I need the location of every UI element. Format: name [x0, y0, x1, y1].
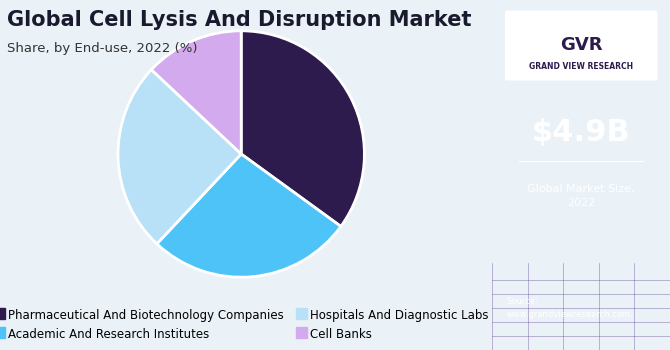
Wedge shape: [118, 70, 241, 244]
Wedge shape: [241, 31, 364, 226]
Wedge shape: [157, 154, 341, 277]
Text: Global Market Size,
2022: Global Market Size, 2022: [527, 184, 635, 208]
Text: Global Cell Lysis And Disruption Market: Global Cell Lysis And Disruption Market: [7, 10, 471, 30]
Text: Source:
www.grandviewresearch.com: Source: www.grandviewresearch.com: [507, 297, 630, 319]
Text: GRAND VIEW RESEARCH: GRAND VIEW RESEARCH: [529, 62, 633, 71]
Text: Share, by End-use, 2022 (%): Share, by End-use, 2022 (%): [7, 42, 197, 55]
Wedge shape: [151, 31, 241, 154]
FancyBboxPatch shape: [505, 10, 657, 80]
Text: $4.9B: $4.9B: [532, 119, 630, 147]
Text: GVR: GVR: [560, 36, 602, 55]
Legend: Pharmaceutical And Biotechnology Companies, Academic And Research Institutes, Ho: Pharmaceutical And Biotechnology Compani…: [0, 305, 492, 344]
